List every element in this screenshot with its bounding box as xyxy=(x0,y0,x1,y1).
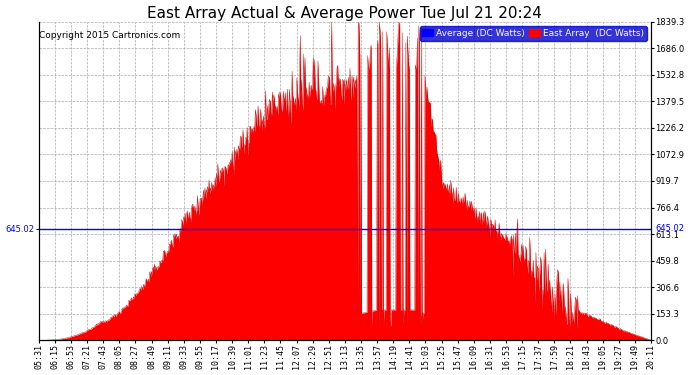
Title: East Array Actual & Average Power Tue Jul 21 20:24: East Array Actual & Average Power Tue Ju… xyxy=(148,6,542,21)
Text: 645.02: 645.02 xyxy=(656,224,684,233)
Legend: Average (DC Watts), East Array  (DC Watts): Average (DC Watts), East Array (DC Watts… xyxy=(420,26,647,40)
Text: Copyright 2015 Cartronics.com: Copyright 2015 Cartronics.com xyxy=(39,31,181,40)
